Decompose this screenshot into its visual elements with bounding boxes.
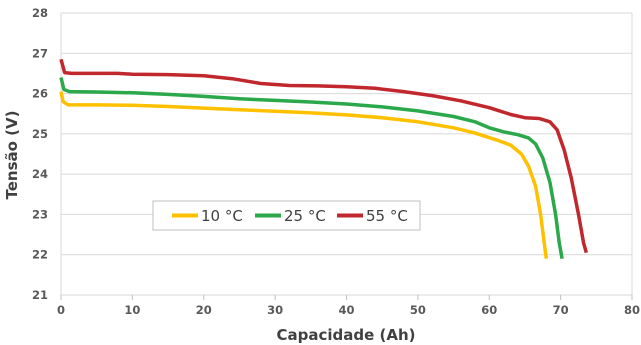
x-tick-label: 30	[267, 303, 283, 317]
x-axis-title: Capacidade (Ah)	[276, 326, 415, 344]
x-tick-label: 10	[124, 303, 140, 317]
y-tick-label: 26	[32, 87, 48, 101]
y-tick-label: 24	[32, 167, 48, 181]
legend-label-55c: 55 °C	[366, 207, 408, 225]
plot-area	[59, 58, 588, 260]
y-axis-title: Tensão (V)	[3, 111, 21, 200]
y-tick-label: 23	[32, 207, 48, 221]
series-line-1	[59, 77, 564, 260]
y-tick-label: 27	[32, 46, 48, 60]
x-axis-ticks: 0 10 20 30 40 50 60 70 80	[57, 295, 640, 317]
y-tick-label: 25	[32, 127, 48, 141]
series-line-2	[59, 58, 588, 254]
y-tick-label: 22	[32, 248, 48, 262]
y-tick-label: 28	[32, 6, 48, 20]
y-axis-ticks: 21 22 23 24 25 26 27 28	[32, 6, 48, 302]
y-tick-label: 21	[32, 288, 48, 302]
x-tick-label: 40	[338, 303, 354, 317]
x-tick-label: 20	[196, 303, 212, 317]
x-tick-label: 50	[410, 303, 426, 317]
x-tick-label: 60	[481, 303, 497, 317]
series-line-0	[59, 91, 549, 259]
x-tick-label: 80	[624, 303, 640, 317]
x-tick-label: 70	[553, 303, 569, 317]
legend-label-25c: 25 °C	[284, 207, 326, 225]
x-tick-label: 0	[57, 303, 65, 317]
legend: 10 °C 25 °C 55 °C	[152, 200, 421, 231]
legend-label-10c: 10 °C	[201, 207, 243, 225]
